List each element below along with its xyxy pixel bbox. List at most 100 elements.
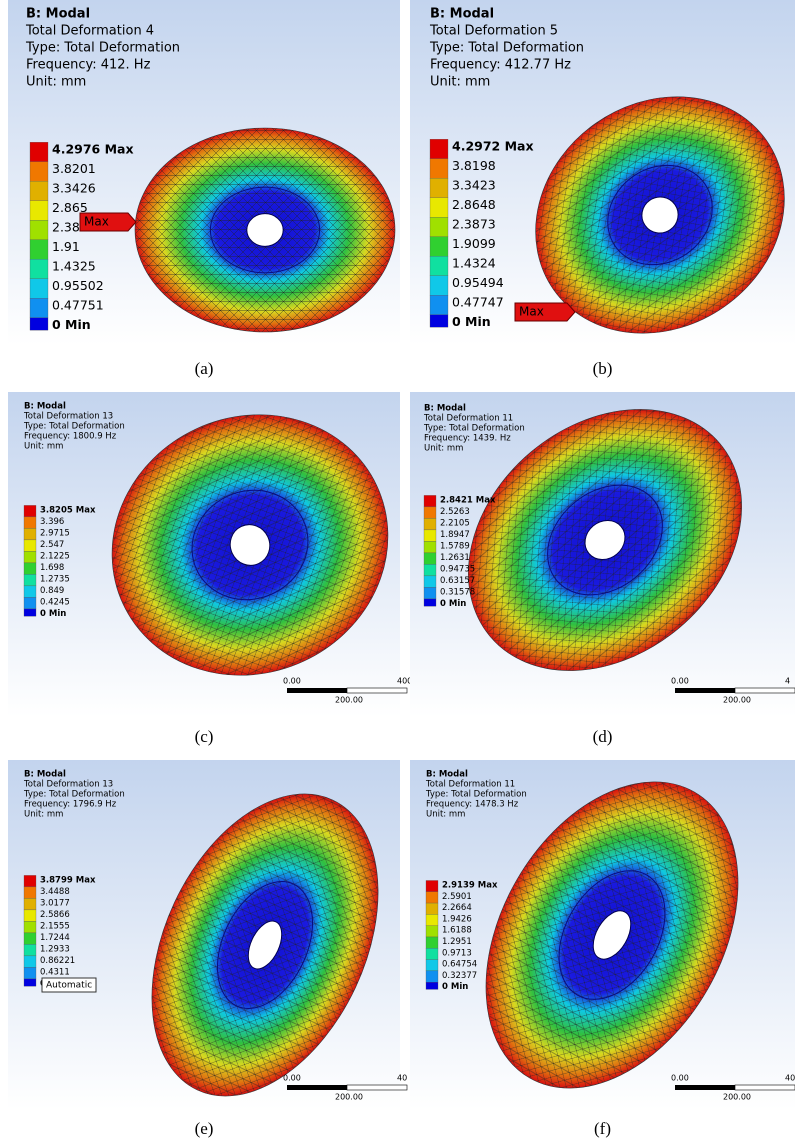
legend-swatch <box>23 898 37 911</box>
scale-white <box>734 1084 795 1091</box>
legend-label: 0 Min <box>40 609 66 619</box>
legend-swatch <box>425 891 439 904</box>
scale-white <box>734 687 795 694</box>
legend-label: 2.865 <box>52 200 88 215</box>
hole <box>584 519 626 561</box>
caption: (e) <box>195 1119 214 1138</box>
legend-swatch <box>423 529 437 542</box>
legend-label: 3.8198 <box>452 158 496 173</box>
header-line: Unit: mm <box>430 75 490 90</box>
legend-swatch <box>23 955 37 968</box>
scale-label: 40 <box>397 1074 407 1083</box>
legend-label: 0.63157 <box>440 576 475 586</box>
scale-label: 0.00 <box>283 677 301 686</box>
legend-swatch <box>23 608 37 617</box>
legend-label: 0.4245 <box>40 598 70 608</box>
legend-label: 0.95502 <box>52 278 104 293</box>
legend-label: 0.95494 <box>452 275 504 290</box>
scale-label: 200.00 <box>723 696 751 705</box>
legend-label: 0.64754 <box>442 960 477 970</box>
legend-label: 2.3873 <box>452 217 496 232</box>
hole <box>592 910 632 960</box>
legend-swatch <box>23 585 37 598</box>
legend-label: 3.3423 <box>452 178 496 193</box>
legend-label: 2.2105 <box>440 519 470 529</box>
header-title: B: Modal <box>24 402 66 412</box>
header-line: Total Deformation 4 <box>25 24 154 39</box>
scale-black <box>287 1085 347 1090</box>
header-line: Type: Total Deformation <box>25 41 180 56</box>
legend-swatch <box>425 936 439 949</box>
legend-swatch <box>23 516 37 529</box>
hub-ring <box>209 186 321 274</box>
callout-label: Max <box>84 215 109 229</box>
legend-swatch <box>423 495 437 508</box>
legend-swatch <box>29 259 49 279</box>
legend-label: 1.698 <box>40 563 64 573</box>
legend-swatch <box>429 295 449 315</box>
legend-label: 1.91 <box>52 239 80 254</box>
caption: (b) <box>593 359 613 378</box>
scale-label: 400.00 <box>785 1074 795 1083</box>
legend-label: 2.1555 <box>40 922 70 932</box>
legend-label: 0.94735 <box>440 565 475 575</box>
legend-label: 1.2735 <box>40 575 70 585</box>
scale-black <box>675 1085 735 1090</box>
hole <box>247 920 283 970</box>
header-line: Frequency: 412.77 Hz <box>430 58 571 73</box>
header-line: Type: Total Deformation <box>23 790 125 800</box>
legend-swatch <box>429 139 449 159</box>
header-line: Type: Total Deformation <box>429 41 584 56</box>
legend-swatch <box>23 944 37 957</box>
hole <box>641 196 679 234</box>
legend-swatch <box>23 886 37 899</box>
legend-swatch <box>23 539 37 552</box>
legend-label: 2.8421 Max <box>440 496 496 506</box>
legend-swatch <box>429 158 449 179</box>
header-title: B: Modal <box>426 770 468 780</box>
legend-swatch <box>29 298 49 318</box>
legend-swatch <box>29 161 49 182</box>
legend-label: 0.86221 <box>40 956 75 966</box>
scale-white <box>346 1084 408 1091</box>
legend-label: 2.2664 <box>442 903 472 913</box>
scale-label: 400.0 <box>397 677 420 686</box>
header-line: Total Deformation 11 <box>423 414 513 424</box>
header-title: B: Modal <box>26 7 90 22</box>
legend-label: 0 Min <box>452 314 491 329</box>
callout-label: Automatic <box>46 981 92 991</box>
scale-label: 4 <box>785 677 790 686</box>
legend-swatch <box>423 587 437 600</box>
panel: B: Modal Total Deformation 4 Type: Total D… <box>8 0 400 378</box>
header-title: B: Modal <box>430 7 494 22</box>
header-line: Total Deformation 5 <box>429 24 558 39</box>
legend-swatch <box>423 541 437 554</box>
legend-swatch <box>23 505 37 518</box>
header-line: Unit: mm <box>424 444 463 454</box>
legend-label: 2.9715 <box>40 529 70 539</box>
legend-swatch <box>23 909 37 922</box>
legend-swatch <box>425 959 439 972</box>
legend-swatch <box>425 970 439 983</box>
legend-swatch <box>423 598 437 607</box>
hole <box>229 524 271 566</box>
legend-swatch <box>23 932 37 945</box>
hub-ring <box>558 870 666 1000</box>
legend-swatch <box>23 967 37 980</box>
scale-black <box>287 688 347 693</box>
header-title: B: Modal <box>424 404 466 414</box>
legend-label: 0 Min <box>442 982 468 992</box>
legend-label: 2.8648 <box>452 197 496 212</box>
header-line: Unit: mm <box>26 75 86 90</box>
legend-swatch <box>425 880 439 892</box>
caption: (c) <box>195 727 214 746</box>
legend-label: 1.9426 <box>442 914 472 924</box>
legend-label: 1.7244 <box>40 933 70 943</box>
header-line: Frequency: 1439. Hz <box>424 434 511 444</box>
legend-label: 0.31578 <box>440 588 475 598</box>
